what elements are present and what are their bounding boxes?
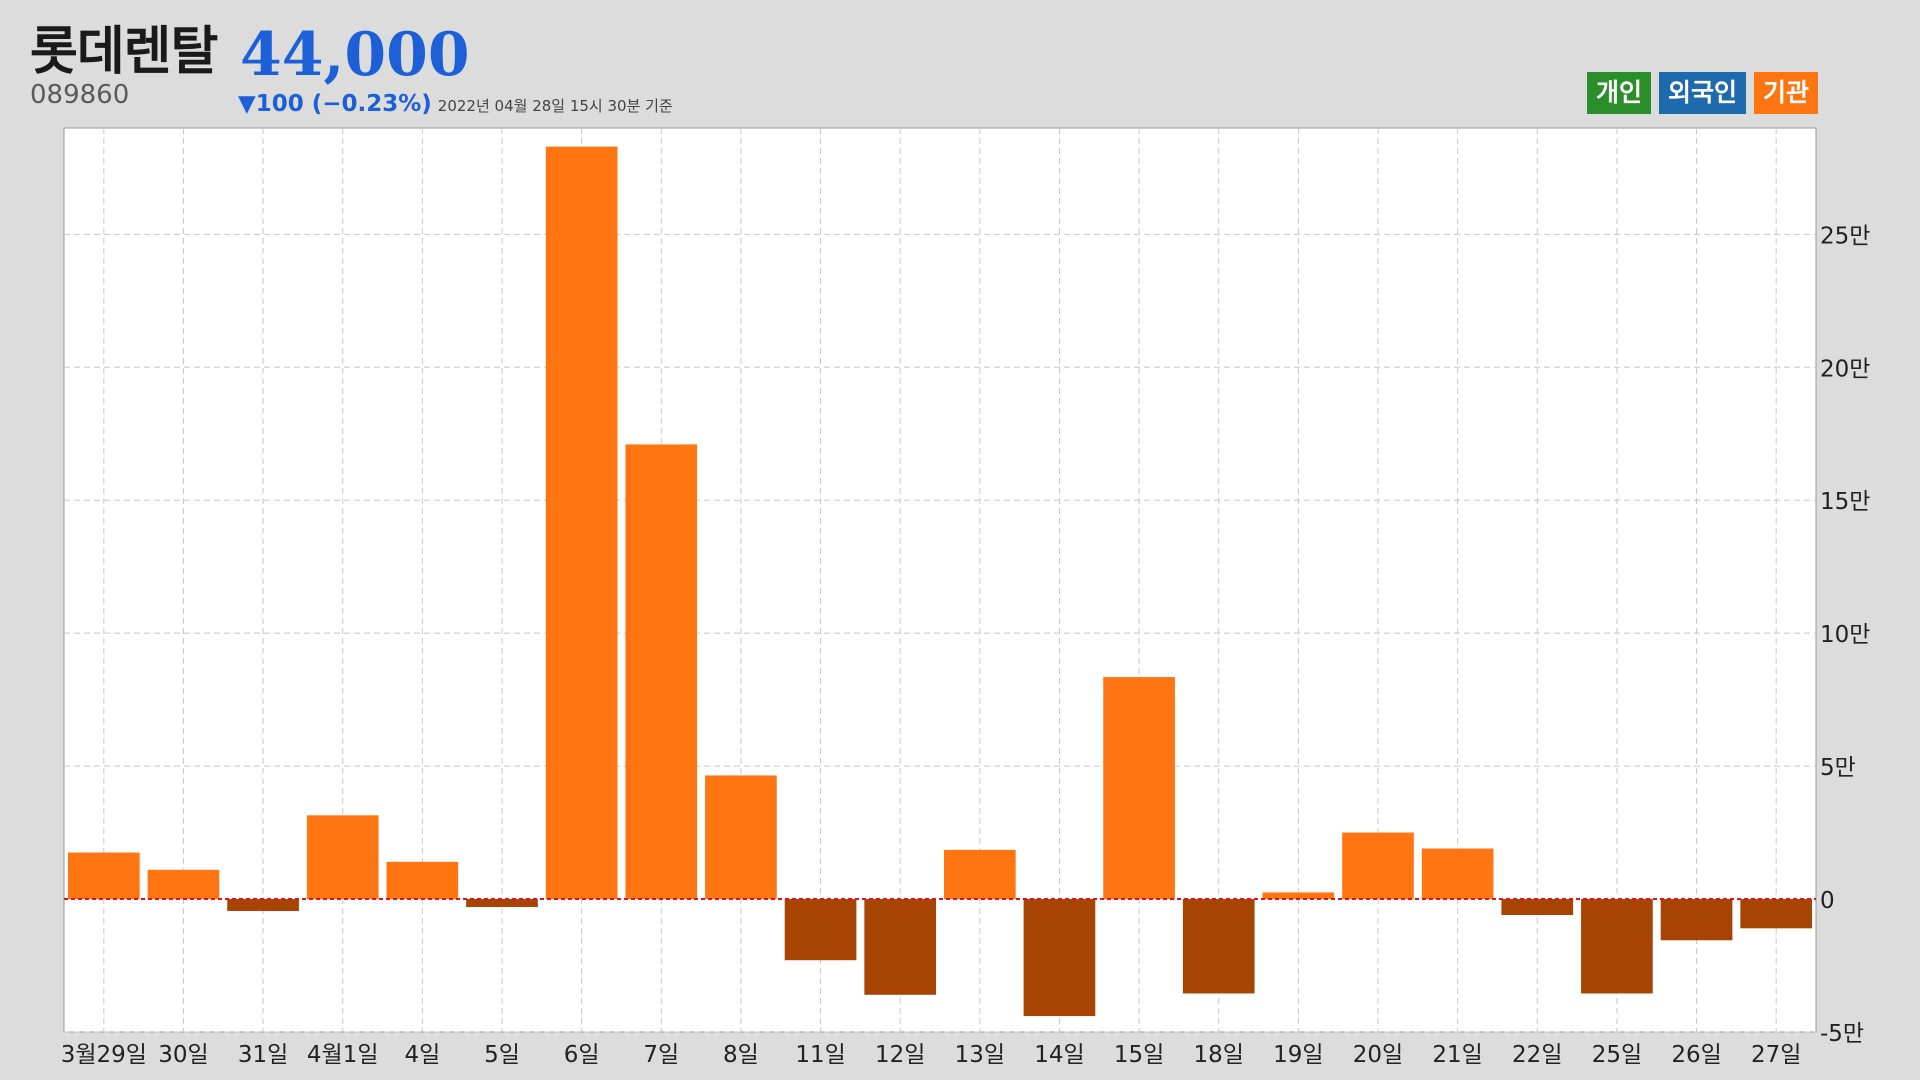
y-tick-label: 10만 <box>1820 622 1870 648</box>
bar <box>705 775 777 900</box>
x-tick-label: 18일 <box>1194 1042 1244 1068</box>
stock-price: 44,000 <box>240 20 470 90</box>
legend-item-individual[interactable]: 개인 <box>1586 72 1651 114</box>
timestamp: 2022년 04월 28일 15시 30분 기준 <box>437 97 673 115</box>
y-tick-label: 0 <box>1820 888 1835 914</box>
bar <box>625 444 698 900</box>
x-tick-label: 12일 <box>875 1042 925 1068</box>
x-tick-label: 20일 <box>1353 1042 1403 1068</box>
y-tick-label: 5만 <box>1820 755 1856 781</box>
x-tick-label: 14일 <box>1034 1042 1084 1068</box>
y-tick-label: 20만 <box>1820 356 1870 382</box>
x-tick-label: 8일 <box>723 1042 759 1068</box>
bar <box>147 869 220 900</box>
x-tick-label: 26일 <box>1671 1042 1721 1068</box>
bar <box>1740 899 1813 929</box>
x-tick-label: 27일 <box>1751 1042 1801 1068</box>
bar <box>1421 848 1494 900</box>
bar <box>386 861 459 900</box>
x-tick-label: 7일 <box>643 1042 679 1068</box>
price-change-line: ▼100 (−0.23%) 2022년 04월 28일 15시 30분 기준 <box>238 90 673 120</box>
x-tick-label: 6일 <box>564 1042 600 1068</box>
y-tick-label: -5만 <box>1820 1021 1864 1047</box>
legend-item-institution[interactable]: 기관 <box>1753 72 1818 114</box>
bar <box>306 815 379 900</box>
x-tick-label: 19일 <box>1273 1042 1323 1068</box>
x-tick-label: 3월29일 <box>61 1042 147 1068</box>
bar <box>1262 892 1335 900</box>
bar <box>784 899 857 961</box>
x-tick-label: 4월1일 <box>307 1042 379 1068</box>
x-tick-label: 13일 <box>955 1042 1005 1068</box>
bar <box>1501 899 1574 916</box>
bar <box>1103 677 1175 900</box>
stock-code: 089860 <box>30 80 130 110</box>
bar <box>1342 832 1414 900</box>
bar <box>545 146 618 900</box>
legend: 개인 외국인 기관 <box>1586 72 1818 114</box>
bar <box>67 852 140 900</box>
x-tick-label: 25일 <box>1592 1042 1642 1068</box>
y-tick-label: 15만 <box>1820 489 1870 515</box>
bar <box>1581 899 1653 994</box>
bar <box>227 899 299 912</box>
x-tick-label: 31일 <box>238 1042 288 1068</box>
y-tick-label: 25만 <box>1820 223 1870 249</box>
x-tick-label: 11일 <box>795 1042 845 1068</box>
bar <box>864 899 937 995</box>
stock-name: 롯데렌탈 <box>30 22 218 82</box>
bar <box>1023 899 1096 1017</box>
x-tick-label: 5일 <box>484 1042 520 1068</box>
bar <box>466 899 538 908</box>
legend-item-foreign[interactable]: 외국인 <box>1658 72 1746 114</box>
bar <box>943 849 1016 900</box>
bar <box>1182 899 1255 994</box>
x-tick-label: 21일 <box>1432 1042 1482 1068</box>
x-tick-label: 15일 <box>1114 1042 1164 1068</box>
bar <box>1660 899 1733 941</box>
price-change: ▼100 (−0.23%) <box>238 91 432 117</box>
x-tick-label: 4일 <box>404 1042 440 1068</box>
x-tick-label: 30일 <box>158 1042 208 1068</box>
x-tick-label: 22일 <box>1512 1042 1562 1068</box>
